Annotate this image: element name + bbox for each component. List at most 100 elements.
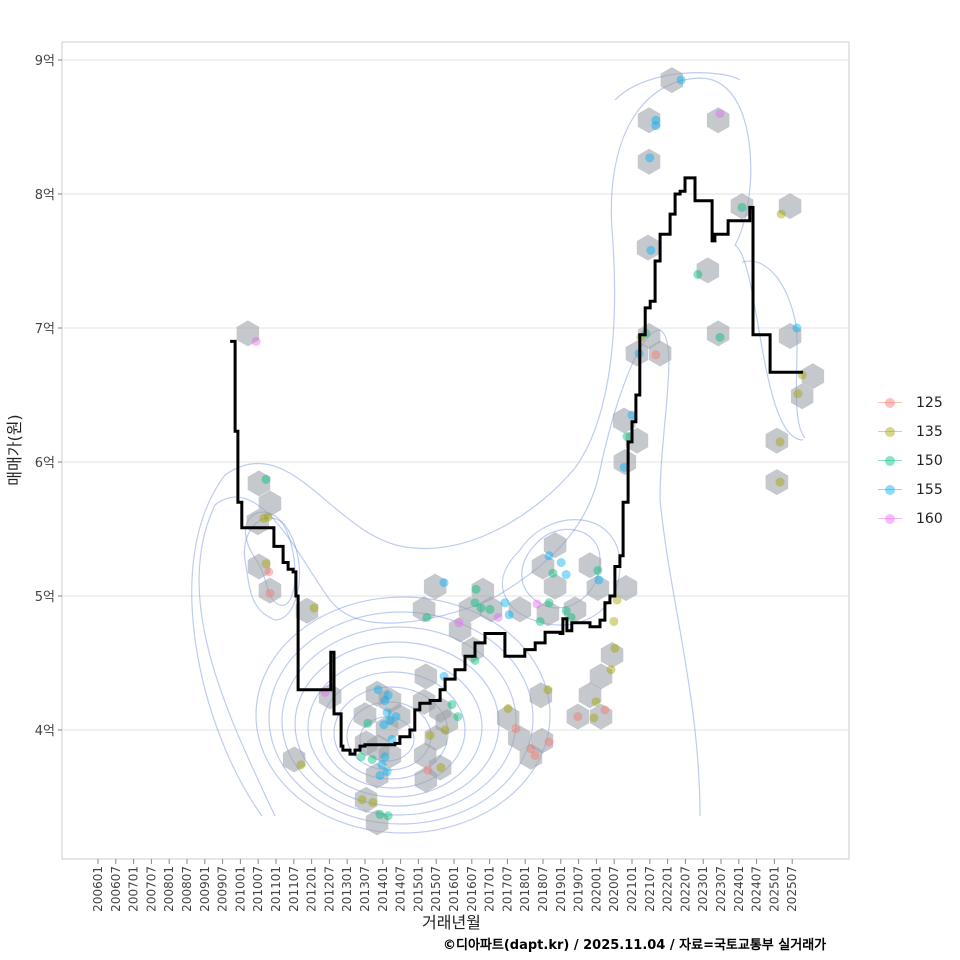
hexbin [706, 107, 730, 134]
data-point-150 [535, 616, 545, 626]
data-point-125 [651, 350, 661, 360]
data-point-160 [454, 618, 464, 628]
data-point-150 [367, 754, 377, 764]
x-tick-label: 202401 [732, 866, 746, 912]
legend-key [878, 393, 902, 413]
legend-key [878, 422, 902, 442]
y-tick-label: 4억 [35, 724, 55, 739]
data-point-150 [715, 332, 725, 342]
data-point-135 [263, 512, 273, 522]
data-point-155 [619, 462, 629, 472]
hexbin [637, 107, 661, 134]
median-line-layer [230, 176, 803, 756]
x-tick-label: 201407 [394, 866, 408, 912]
data-point-155 [500, 598, 510, 608]
legend-key [878, 451, 902, 471]
x-tick-label: 201801 [518, 866, 532, 912]
data-point-155 [646, 245, 656, 255]
hexbin [414, 663, 438, 690]
data-point-135 [503, 704, 513, 714]
contour-line [521, 528, 601, 609]
hexbin [258, 577, 282, 604]
data-point-155 [676, 75, 686, 85]
hexbin [706, 320, 730, 347]
hexbin [600, 642, 624, 668]
contour-line [501, 519, 621, 626]
x-tick-label: 200707 [144, 866, 158, 912]
hexbin [660, 67, 684, 94]
hexbin [479, 596, 503, 623]
data-point-150 [693, 269, 703, 279]
data-point-150 [566, 612, 576, 622]
data-point-155 [561, 570, 571, 580]
x-tick-label: 200607 [109, 866, 123, 912]
hexbin [247, 553, 271, 580]
hexbin [365, 762, 389, 789]
data-point-155 [380, 752, 390, 762]
data-point-125 [265, 588, 275, 598]
data-point-150 [593, 566, 603, 576]
legend-item-160: 160 [878, 504, 943, 533]
hexbin [258, 490, 282, 517]
x-tick-label: 200901 [198, 866, 212, 912]
hexbin [458, 596, 482, 623]
data-point-150 [737, 202, 747, 212]
x-tick-label: 201701 [483, 866, 497, 912]
data-point-135 [440, 725, 450, 735]
hexbin [625, 340, 649, 367]
x-tick-label: 200701 [127, 866, 141, 912]
hexbin [778, 323, 802, 349]
median-price-step-line [230, 176, 803, 756]
hexbin [765, 469, 789, 496]
data-point-150 [453, 712, 463, 722]
data-point-155 [627, 410, 637, 420]
x-tick-label: 202001 [589, 866, 603, 912]
hexbin [530, 727, 554, 754]
data-point-150 [485, 604, 495, 614]
y-tick-label: 6억 [35, 456, 55, 471]
x-tick-label: 201207 [322, 866, 336, 912]
hexbin [236, 320, 260, 347]
data-point-155 [375, 771, 385, 781]
hexbin [765, 427, 789, 454]
x-tick-label: 201501 [411, 866, 425, 912]
data-point-135 [368, 797, 378, 807]
data-point-135 [296, 760, 306, 770]
x-tick-label: 201301 [340, 866, 354, 912]
data-point-155 [382, 767, 392, 777]
x-tick-label: 202107 [643, 866, 657, 912]
y-tick-label: 9억 [35, 54, 55, 69]
hexbin [496, 704, 520, 731]
data-point-135 [610, 643, 620, 653]
x-tick-label: 201707 [500, 866, 514, 912]
hexbin [612, 407, 636, 434]
data-point-150 [422, 612, 432, 622]
data-point-135 [775, 437, 785, 447]
y-tick-label: 5억 [35, 590, 55, 605]
legend-label: 150 [916, 452, 943, 469]
x-tick-label: 201807 [536, 866, 550, 912]
data-point-155 [504, 610, 514, 620]
hexbin [578, 552, 602, 579]
data-point-135 [309, 603, 319, 613]
contour-line [268, 611, 534, 825]
hexbin [282, 746, 306, 773]
legend-label: 135 [916, 423, 943, 440]
legend-item-150: 150 [878, 446, 943, 475]
data-point-155 [382, 708, 392, 718]
x-tick-label: 202407 [750, 866, 764, 912]
data-point-155 [651, 121, 661, 131]
hexbin [378, 742, 402, 769]
x-axis-title: 거래년월 [422, 913, 481, 932]
x-tick-label: 200807 [180, 866, 194, 912]
x-tick-label: 201101 [269, 866, 283, 912]
x-tick-label: 201001 [233, 866, 247, 912]
data-point-125 [600, 705, 610, 715]
data-point-135 [793, 389, 803, 399]
contour-line [741, 260, 806, 439]
hexbin [295, 597, 319, 624]
contour-line [255, 596, 551, 834]
data-point-150 [476, 603, 486, 613]
gridlines [62, 59, 849, 731]
